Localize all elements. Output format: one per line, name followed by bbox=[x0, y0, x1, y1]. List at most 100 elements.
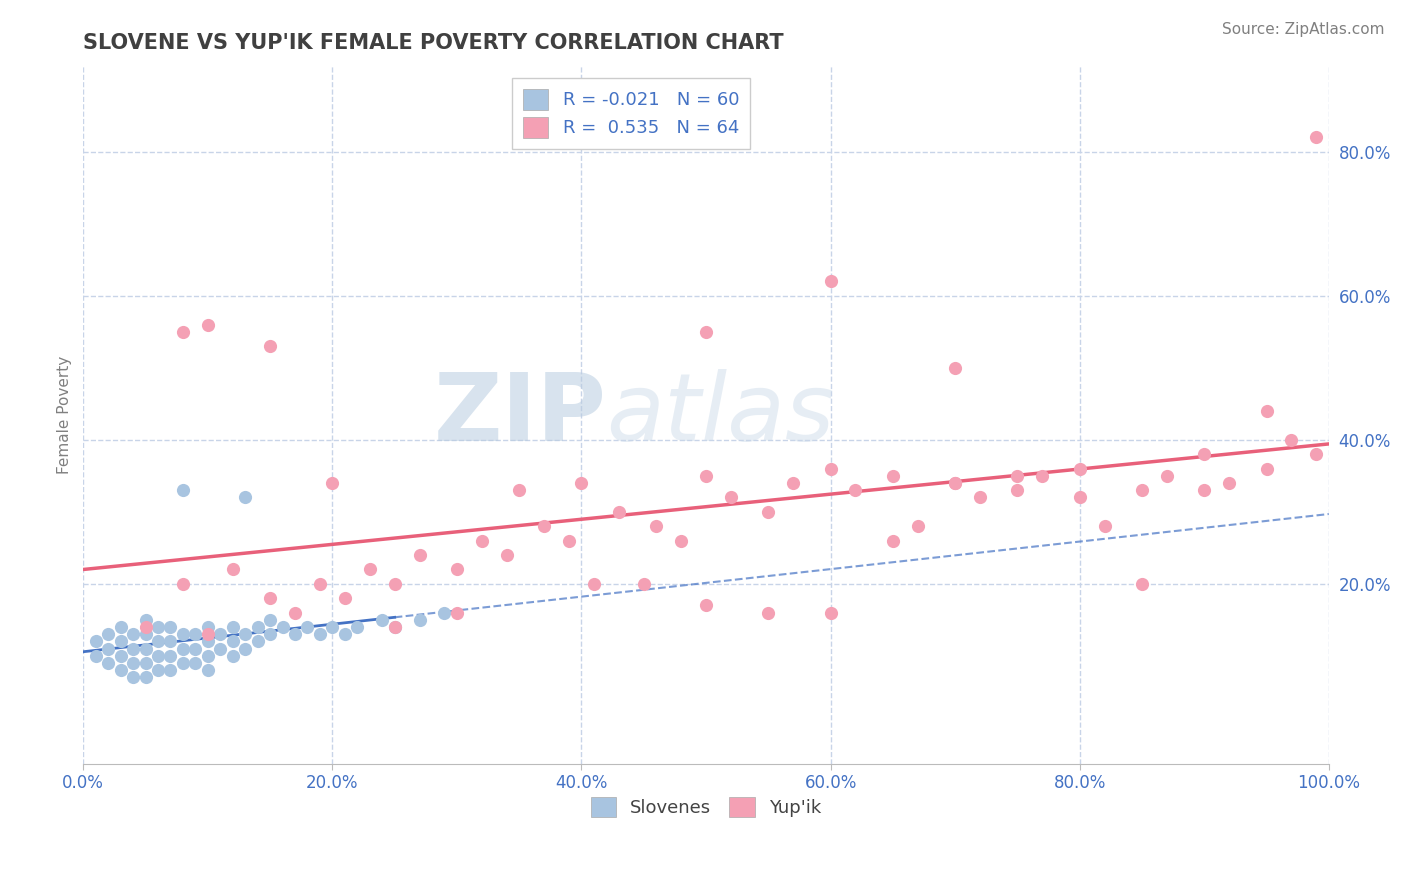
Point bbox=[1256, 461, 1278, 475]
Point bbox=[756, 505, 779, 519]
Point bbox=[184, 641, 207, 656]
Point bbox=[110, 634, 132, 648]
Point bbox=[582, 577, 605, 591]
Point bbox=[943, 476, 966, 491]
Point bbox=[969, 491, 991, 505]
Point bbox=[284, 606, 307, 620]
Point bbox=[1218, 476, 1240, 491]
Point bbox=[97, 627, 120, 641]
Point bbox=[1069, 491, 1091, 505]
Point bbox=[359, 562, 381, 576]
Point bbox=[408, 548, 430, 562]
Point bbox=[695, 599, 717, 613]
Point bbox=[408, 613, 430, 627]
Point bbox=[197, 663, 219, 677]
Point bbox=[820, 275, 842, 289]
Text: ZIP: ZIP bbox=[433, 368, 606, 460]
Point bbox=[222, 562, 245, 576]
Point bbox=[297, 620, 319, 634]
Point bbox=[233, 627, 256, 641]
Point bbox=[172, 577, 194, 591]
Point bbox=[321, 620, 343, 634]
Point bbox=[1094, 519, 1116, 533]
Point bbox=[1305, 447, 1327, 461]
Point bbox=[259, 613, 281, 627]
Point bbox=[1069, 461, 1091, 475]
Point bbox=[943, 360, 966, 375]
Text: SLOVENE VS YUP'IK FEMALE POVERTY CORRELATION CHART: SLOVENE VS YUP'IK FEMALE POVERTY CORRELA… bbox=[83, 33, 785, 53]
Point bbox=[222, 620, 245, 634]
Point bbox=[533, 519, 555, 533]
Point bbox=[558, 533, 581, 548]
Point bbox=[1007, 468, 1029, 483]
Legend: Slovenes, Yup'ik: Slovenes, Yup'ik bbox=[583, 789, 828, 824]
Point bbox=[384, 620, 406, 634]
Point bbox=[172, 656, 194, 670]
Point bbox=[446, 606, 468, 620]
Text: atlas: atlas bbox=[606, 369, 835, 460]
Point bbox=[197, 634, 219, 648]
Point bbox=[695, 325, 717, 339]
Point bbox=[508, 483, 530, 498]
Point bbox=[882, 468, 904, 483]
Point bbox=[1130, 483, 1153, 498]
Point bbox=[371, 613, 394, 627]
Point bbox=[259, 339, 281, 353]
Point bbox=[1192, 483, 1215, 498]
Point bbox=[122, 627, 145, 641]
Point bbox=[159, 620, 181, 634]
Point bbox=[309, 627, 332, 641]
Point bbox=[246, 620, 269, 634]
Point bbox=[446, 562, 468, 576]
Point bbox=[97, 641, 120, 656]
Point bbox=[1031, 468, 1053, 483]
Point bbox=[209, 641, 232, 656]
Point bbox=[259, 591, 281, 606]
Point bbox=[259, 627, 281, 641]
Point bbox=[146, 663, 169, 677]
Point bbox=[110, 620, 132, 634]
Point bbox=[135, 613, 157, 627]
Point bbox=[333, 591, 356, 606]
Point bbox=[309, 577, 332, 591]
Point bbox=[645, 519, 668, 533]
Point bbox=[222, 634, 245, 648]
Point bbox=[633, 577, 655, 591]
Point bbox=[135, 620, 157, 634]
Point bbox=[146, 648, 169, 663]
Point bbox=[1305, 130, 1327, 145]
Point bbox=[146, 620, 169, 634]
Point bbox=[384, 577, 406, 591]
Y-axis label: Female Poverty: Female Poverty bbox=[58, 356, 72, 474]
Point bbox=[233, 641, 256, 656]
Point bbox=[146, 634, 169, 648]
Point bbox=[321, 476, 343, 491]
Point bbox=[122, 670, 145, 684]
Point bbox=[1192, 447, 1215, 461]
Point bbox=[135, 670, 157, 684]
Point bbox=[110, 663, 132, 677]
Point bbox=[159, 648, 181, 663]
Point bbox=[1156, 468, 1178, 483]
Point bbox=[172, 627, 194, 641]
Point bbox=[271, 620, 294, 634]
Point bbox=[84, 634, 107, 648]
Point bbox=[1130, 577, 1153, 591]
Point bbox=[159, 634, 181, 648]
Point bbox=[495, 548, 517, 562]
Point bbox=[233, 491, 256, 505]
Point bbox=[122, 656, 145, 670]
Point bbox=[384, 620, 406, 634]
Point bbox=[1007, 483, 1029, 498]
Point bbox=[284, 627, 307, 641]
Point bbox=[172, 325, 194, 339]
Point bbox=[820, 606, 842, 620]
Point bbox=[782, 476, 804, 491]
Point bbox=[943, 476, 966, 491]
Point bbox=[209, 627, 232, 641]
Point bbox=[720, 491, 742, 505]
Point bbox=[135, 627, 157, 641]
Point bbox=[197, 627, 219, 641]
Point bbox=[695, 468, 717, 483]
Point bbox=[122, 641, 145, 656]
